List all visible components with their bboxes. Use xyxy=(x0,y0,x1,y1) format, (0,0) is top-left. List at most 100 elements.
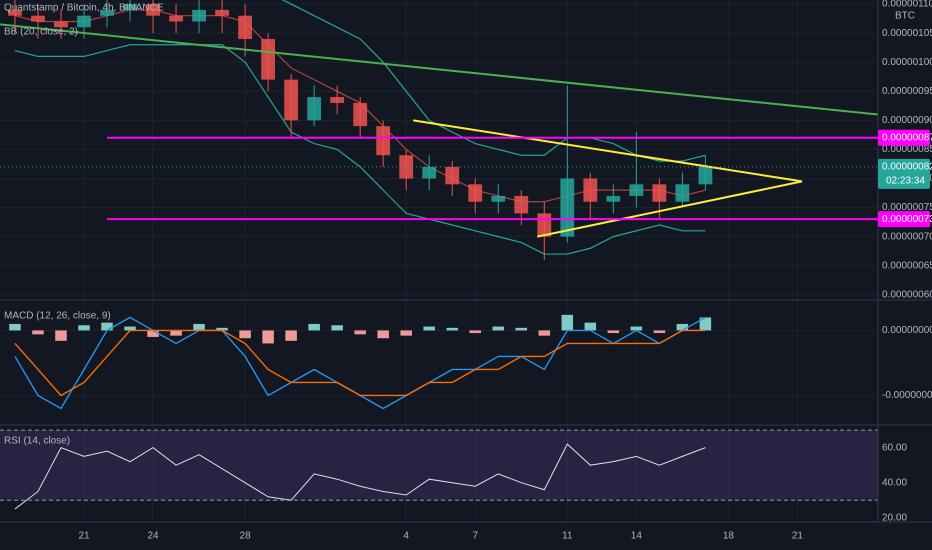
histogram-bar xyxy=(285,330,297,341)
histogram-bar xyxy=(78,325,90,331)
x-tick-label: 28 xyxy=(240,531,252,542)
histogram-bar xyxy=(101,322,113,331)
y-tick-label: 0.00000090 xyxy=(882,115,932,126)
candle-body xyxy=(399,155,414,179)
candle-body xyxy=(560,178,575,237)
candle-body xyxy=(698,166,713,185)
histogram-bar xyxy=(216,327,228,331)
histogram-bar xyxy=(32,330,44,335)
candle-body xyxy=(629,184,644,196)
histogram-bar xyxy=(354,330,366,335)
candle-body xyxy=(54,21,68,28)
histogram-bar xyxy=(55,330,67,341)
x-tick-label: 21 xyxy=(78,531,90,542)
candle-body xyxy=(353,102,368,127)
rsi-band xyxy=(0,430,878,501)
candle-body xyxy=(583,178,598,202)
candle-body xyxy=(100,9,114,16)
candle-body xyxy=(606,195,621,202)
candle-body xyxy=(146,4,160,16)
trendline xyxy=(0,23,878,116)
candle-body xyxy=(652,184,667,202)
histogram-bar xyxy=(147,330,159,337)
candle-body xyxy=(422,166,437,179)
signal-line xyxy=(14,329,706,397)
y-tick-label: 0.00000095 xyxy=(882,86,932,97)
y-tick-label: 60.00 xyxy=(882,442,907,453)
histogram-bar xyxy=(515,327,528,331)
price-label: 0.00000087 xyxy=(882,132,932,143)
candle-body xyxy=(468,184,483,202)
candle-body xyxy=(330,97,345,103)
countdown: 02:23:34 xyxy=(886,176,925,187)
candle-body xyxy=(192,9,206,22)
pane-rsi xyxy=(0,425,878,522)
candle-body xyxy=(675,184,690,202)
x-tick-label: 21 xyxy=(792,531,804,542)
histogram-bar xyxy=(308,323,320,331)
trendline xyxy=(412,119,803,183)
y-tick-label: 0.00000000 xyxy=(882,325,932,336)
price-label: 0.00000082 xyxy=(882,162,932,173)
y-tick-label: 0.00000085 xyxy=(882,144,932,155)
histogram-bar xyxy=(239,330,251,339)
candle-body xyxy=(238,15,253,39)
histogram-bar xyxy=(561,314,574,331)
histogram-bar xyxy=(331,325,343,331)
histogram-bar xyxy=(676,323,689,331)
x-tick-label: 11 xyxy=(562,531,573,542)
pane-macd xyxy=(0,300,878,425)
candle-body xyxy=(123,4,137,10)
histogram-bar xyxy=(699,317,712,331)
pane-title: Quantstamp / Bitcoin, 4h, BINANCE xyxy=(4,3,164,14)
y-tick-label: 40.00 xyxy=(882,477,907,488)
histogram-bar xyxy=(446,327,458,331)
histogram-bar xyxy=(9,323,21,331)
histogram-bar xyxy=(170,330,182,336)
histogram-bar xyxy=(630,326,643,331)
candle-body xyxy=(169,15,183,22)
y-tick-label: 20.00 xyxy=(882,512,907,523)
candle-body xyxy=(307,97,322,121)
y-tick-label: 0.00000100 xyxy=(882,57,932,68)
candle-body xyxy=(31,15,45,22)
x-tick-label: 4 xyxy=(403,531,409,542)
pane-title: RSI (14, close) xyxy=(4,436,70,447)
y-tick-label: 0.00000110 xyxy=(882,0,932,10)
x-tick-label: 7 xyxy=(472,531,478,542)
histogram-bar xyxy=(124,326,136,331)
values-line xyxy=(14,443,706,510)
pane-candlestick xyxy=(0,0,878,300)
candle-body xyxy=(77,15,91,28)
candle-body xyxy=(261,38,276,80)
histogram-bar xyxy=(584,322,597,331)
x-tick-label: 18 xyxy=(723,531,735,542)
candle-body xyxy=(284,79,299,121)
y-tick-label: -0.00000005 xyxy=(882,390,932,401)
histogram-bar xyxy=(423,326,435,331)
y-tick-label: 0.00000105 xyxy=(882,28,932,39)
y-tick-label: 0.00000065 xyxy=(882,260,932,271)
trendline xyxy=(537,180,803,238)
candle-body xyxy=(445,166,460,185)
pane-title: MACD (12, 26, close, 9) xyxy=(4,311,111,322)
x-tick-label: 24 xyxy=(147,531,159,542)
histogram-bar xyxy=(377,330,389,339)
histogram-bar xyxy=(400,330,412,336)
price-label-box xyxy=(878,158,930,189)
price-label: 0.00000073 xyxy=(882,214,932,225)
price-label-box xyxy=(878,211,930,228)
histogram-bar xyxy=(538,330,551,336)
histogram-bar xyxy=(469,330,482,334)
histogram-bar xyxy=(653,330,666,334)
candle-body xyxy=(215,9,229,16)
candle-body xyxy=(537,213,552,237)
histogram-bar xyxy=(262,330,274,344)
histogram-bar xyxy=(607,330,620,334)
candle-body xyxy=(376,126,391,156)
y-tick-label: 0.00000070 xyxy=(882,231,932,242)
candle-body xyxy=(514,195,529,214)
candle-body xyxy=(8,9,22,16)
